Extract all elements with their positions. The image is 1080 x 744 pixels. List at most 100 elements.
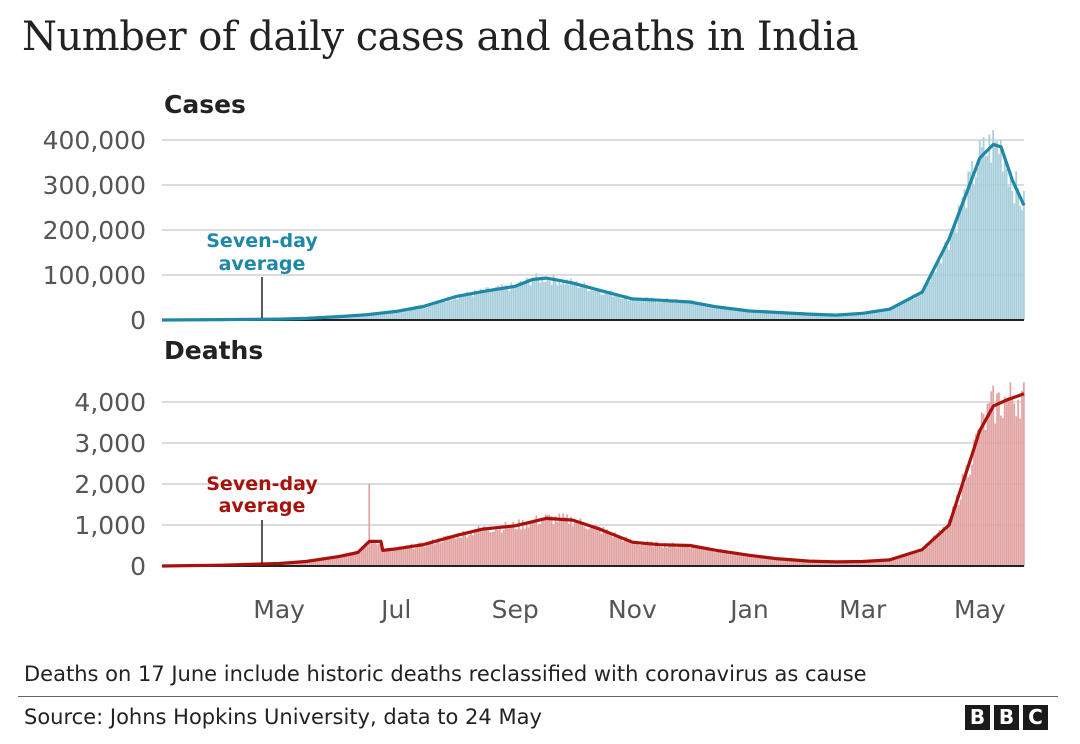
daily-bar [1001, 171, 1004, 320]
daily-bar [875, 560, 877, 566]
daily-bar [846, 314, 849, 320]
daily-bar [733, 309, 735, 320]
daily-bar [299, 561, 301, 566]
daily-bar [946, 246, 948, 320]
daily-bar [554, 515, 557, 566]
daily-bar [594, 290, 597, 320]
daily-bar [683, 302, 685, 320]
daily-bar [583, 282, 586, 320]
daily-bar [736, 552, 739, 566]
daily-bar [295, 561, 298, 566]
daily-bar [518, 282, 520, 320]
daily-bar [621, 298, 624, 320]
daily-bar [377, 543, 380, 566]
daily-bar [928, 541, 931, 566]
daily-bar [783, 313, 785, 320]
daily-bar [927, 278, 929, 320]
daily-bar [516, 529, 518, 566]
daily-bar [660, 302, 662, 320]
daily-bar [439, 300, 442, 320]
daily-bar [514, 529, 517, 566]
daily-bar [360, 549, 363, 566]
daily-bar [545, 514, 547, 566]
daily-bar [646, 297, 649, 320]
daily-bar [316, 560, 319, 566]
daily-bar [969, 171, 972, 320]
daily-bar [510, 282, 513, 320]
daily-bar [975, 176, 977, 320]
daily-bar [982, 413, 985, 566]
daily-bar [533, 279, 536, 320]
daily-bar [808, 560, 810, 566]
daily-bar [765, 312, 768, 320]
daily-bar [825, 314, 828, 320]
daily-bar [760, 311, 762, 320]
daily-bar [980, 147, 983, 320]
daily-bar [823, 314, 826, 320]
daily-bar [783, 559, 785, 566]
daily-bar [583, 526, 586, 566]
daily-bar [875, 312, 877, 320]
daily-bar [533, 522, 536, 566]
daily-bar [393, 312, 396, 320]
daily-bar [489, 291, 492, 320]
daily-bar [456, 533, 459, 566]
daily-bar [644, 543, 647, 566]
daily-bar [736, 308, 739, 320]
daily-bar [687, 303, 689, 320]
daily-bar [861, 561, 864, 566]
daily-bar [905, 555, 908, 566]
daily-bar [909, 554, 912, 566]
daily-bar [466, 537, 469, 566]
daily-bar [673, 543, 676, 566]
daily-bar [786, 313, 789, 320]
daily-bar [345, 556, 348, 566]
daily-bar [520, 529, 522, 566]
daily-bar [481, 528, 484, 566]
daily-bar [750, 309, 753, 320]
daily-bar [752, 310, 755, 320]
daily-bar [781, 558, 783, 566]
daily-bar [898, 556, 900, 566]
daily-bar [596, 289, 599, 320]
daily-bar [706, 303, 708, 320]
daily-bar [560, 284, 563, 320]
daily-bar [725, 307, 728, 320]
daily-bar [447, 296, 449, 320]
daily-bar [673, 302, 676, 320]
daily-bar [900, 555, 902, 566]
daily-bar [819, 561, 822, 566]
daily-bar [988, 134, 991, 320]
daily-bar [473, 290, 476, 320]
daily-bar [869, 312, 872, 320]
daily-bar [504, 284, 507, 320]
daily-bar [395, 311, 397, 320]
daily-bar [667, 545, 670, 566]
daily-bar [763, 311, 766, 320]
daily-bar [368, 484, 371, 566]
daily-bar [1013, 203, 1016, 320]
daily-bar [733, 553, 735, 566]
daily-bar [1007, 397, 1010, 566]
daily-bar [427, 544, 430, 566]
daily-bar [696, 304, 699, 320]
daily-bar [514, 284, 517, 320]
daily-bar [827, 562, 829, 566]
daily-bar [594, 524, 597, 566]
daily-bar [671, 542, 674, 566]
daily-bar [510, 524, 513, 566]
daily-bar [665, 547, 668, 566]
daily-bar [777, 312, 780, 320]
daily-bar [516, 286, 518, 320]
daily-bar [566, 514, 568, 566]
daily-bar [452, 534, 455, 566]
daily-bar [1009, 174, 1012, 320]
daily-bar [427, 303, 430, 320]
y-tick-label: 300,000 [43, 171, 146, 200]
daily-bar [554, 279, 557, 320]
daily-bar [723, 552, 726, 566]
daily-bar [938, 530, 941, 566]
daily-bar [902, 300, 904, 320]
daily-bar [955, 495, 958, 566]
